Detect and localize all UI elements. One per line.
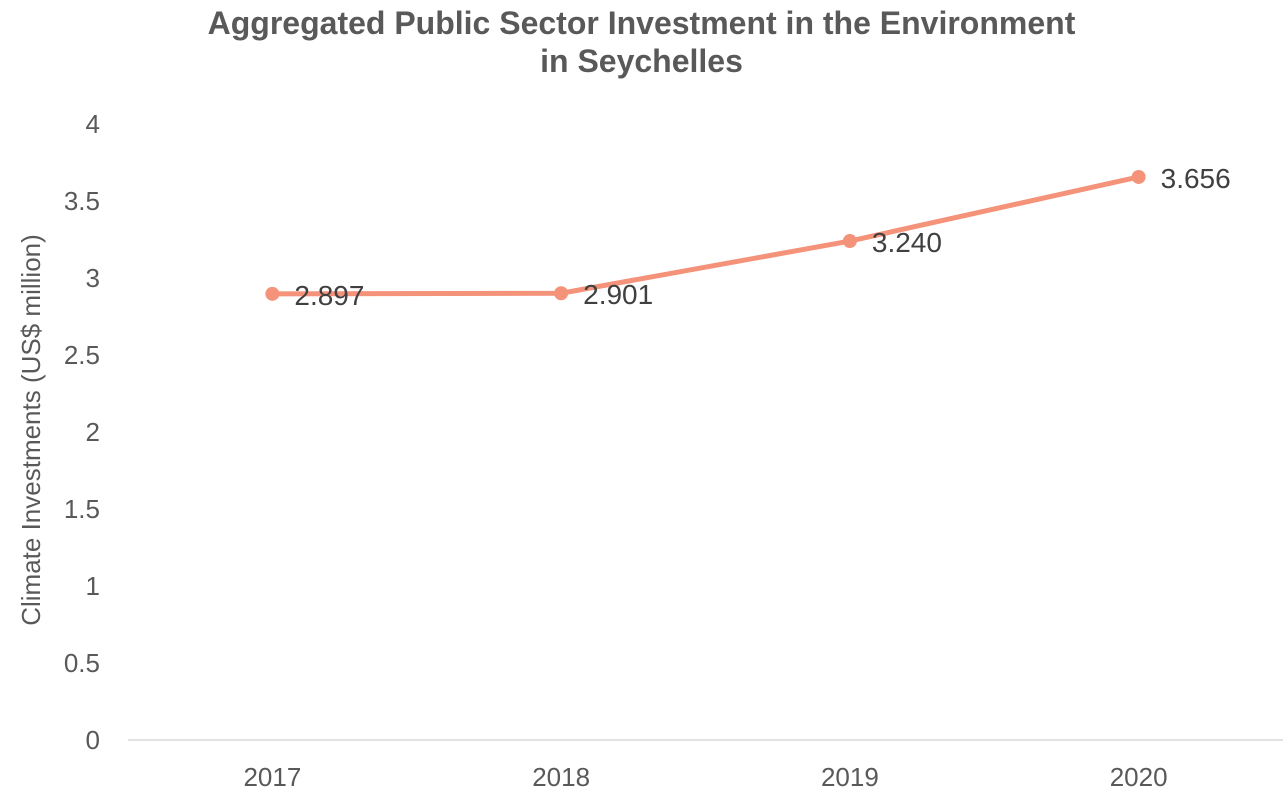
data-point: [1131, 169, 1146, 184]
y-tick-label: 1: [86, 571, 100, 601]
y-tick-labels: 0 0.5 1 1.5 2 2.5 3 3.5 4: [64, 109, 100, 755]
chart-title: Aggregated Public Sector Investment in t…: [0, 0, 1283, 80]
y-axis-title-group: Climate Investments (US$ million): [16, 234, 46, 626]
y-tick-label: 3: [86, 263, 100, 293]
data-label: 3.240: [872, 227, 942, 258]
x-tick-label: 2018: [532, 762, 590, 792]
y-tick-label: 0: [86, 725, 100, 755]
series-line: [269, 174, 1142, 297]
y-tick-label: 0.5: [64, 648, 100, 678]
chart-title-line-2: in Seychelles: [540, 43, 743, 79]
data-point: [554, 286, 569, 301]
x-tick-label: 2017: [243, 762, 301, 792]
y-tick-label: 2: [86, 417, 100, 447]
series-group: [269, 174, 1142, 297]
x-tick-labels: 2017 2018 2019 2020: [243, 762, 1167, 792]
data-label: 2.901: [583, 279, 653, 310]
data-label: 3.656: [1161, 163, 1231, 194]
series-markers: [265, 169, 1146, 301]
data-label: 2.897: [294, 280, 364, 311]
x-tick-label: 2020: [1110, 762, 1168, 792]
chart-title-line-1: Aggregated Public Sector Investment in t…: [207, 5, 1076, 41]
data-labels: 2.897 2.901 3.240 3.656: [294, 163, 1230, 311]
data-point: [265, 286, 280, 301]
x-tick-label: 2019: [821, 762, 879, 792]
y-tick-label: 3.5: [64, 186, 100, 216]
y-axis-title: Climate Investments (US$ million): [16, 234, 46, 626]
data-point: [842, 234, 857, 249]
y-tick-label: 1.5: [64, 494, 100, 524]
y-tick-label: 4: [86, 109, 100, 139]
y-tick-label: 2.5: [64, 340, 100, 370]
